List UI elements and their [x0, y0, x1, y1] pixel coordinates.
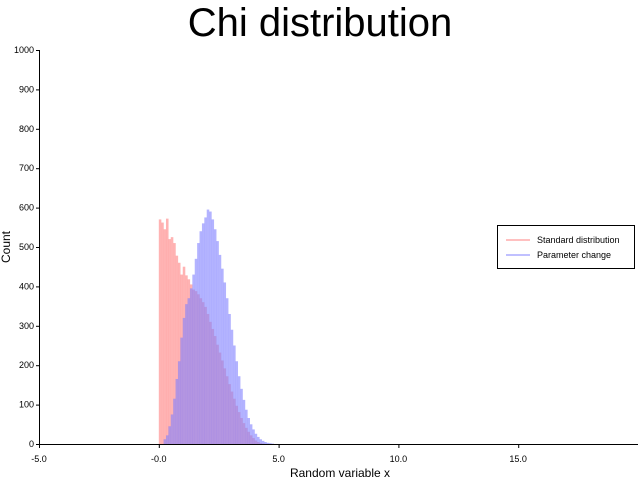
histogram-bar	[218, 254, 222, 444]
histogram-bar	[230, 329, 234, 444]
histogram-bar	[165, 435, 169, 444]
histogram-bar	[197, 243, 200, 444]
histogram-bar	[170, 414, 174, 444]
y-axis-title: Count	[0, 230, 13, 263]
histogram-bar	[182, 317, 186, 444]
histogram-bar	[168, 239, 171, 444]
histogram-bar	[158, 219, 162, 444]
y-tick-label: 900	[19, 84, 34, 94]
histogram-bar	[199, 231, 203, 444]
histogram-bar	[175, 378, 179, 444]
x-tick-label: 15.0	[509, 454, 527, 464]
legend: Standard distribution Parameter change	[497, 225, 635, 269]
histogram-bar	[211, 219, 215, 444]
histogram-bar	[194, 258, 198, 444]
x-ticks: -5.0 -0.0 5.0 10.0 15.0	[31, 444, 527, 464]
y-tick-label: 800	[19, 124, 34, 134]
histogram-bar	[216, 241, 219, 444]
y-tick-label: 400	[19, 281, 34, 291]
histogram-bar	[175, 255, 179, 444]
histogram-bar	[173, 243, 176, 444]
histogram-bar	[228, 313, 231, 444]
x-axis-title: Random variable x	[290, 466, 390, 480]
y-tick-label: 200	[19, 360, 34, 370]
y-tick-label: 500	[19, 242, 34, 252]
histogram-bar	[177, 262, 181, 444]
histogram-bar	[163, 229, 167, 444]
histogram-bar	[233, 345, 236, 444]
y-tick-label: 1000	[14, 45, 34, 55]
histogram-bar	[259, 439, 262, 444]
histogram-bar	[264, 442, 267, 444]
x-tick-label: -5.0	[31, 454, 47, 464]
histogram-bar	[165, 218, 169, 444]
histogram-bar	[201, 223, 205, 444]
x-tick-label: -0.0	[151, 454, 167, 464]
histogram-bar	[204, 217, 207, 444]
histogram-bar	[242, 399, 246, 444]
y-ticks: 0 100 200 300 400 500 600 700 800 900 1000	[14, 45, 39, 449]
x-tick-label: 10.0	[390, 454, 408, 464]
histogram-bar	[163, 439, 167, 444]
histogram-bar	[170, 237, 174, 444]
y-tick-label: 600	[19, 203, 34, 213]
histogram-bar	[269, 443, 272, 444]
y-tick-label: 300	[19, 321, 34, 331]
histogram-bar	[189, 288, 193, 444]
x-tick-label: 5.0	[272, 454, 285, 464]
histogram-bar	[266, 442, 270, 444]
histogram-bar	[245, 409, 248, 444]
histogram-bar	[209, 211, 212, 444]
histogram-bar	[257, 436, 260, 444]
histogram-bar	[225, 298, 229, 444]
histogram-bar	[177, 361, 181, 444]
legend-label-parameter: Parameter change	[537, 250, 611, 260]
legend-box	[497, 225, 635, 269]
histogram-bar	[254, 433, 258, 444]
histogram-bar	[206, 209, 210, 444]
histogram-bar	[173, 398, 176, 444]
y-tick-label: 0	[29, 439, 34, 449]
histogram-bar	[223, 282, 227, 444]
histogram-bar	[185, 304, 188, 444]
bars-layer	[158, 209, 274, 444]
histogram-bar	[261, 440, 265, 444]
y-tick-label: 100	[19, 400, 34, 410]
histogram-bar	[237, 376, 241, 444]
histogram-bar	[221, 268, 224, 444]
histogram-bar	[180, 337, 183, 444]
histogram-bar	[235, 361, 239, 444]
y-tick-label: 700	[19, 163, 34, 173]
histogram-bar	[192, 274, 195, 444]
histogram-bar	[249, 424, 253, 444]
histogram-bar	[247, 418, 250, 444]
histogram-bar	[213, 229, 217, 444]
histogram-bar	[168, 426, 171, 444]
legend-label-standard: Standard distribution	[537, 235, 620, 245]
histogram-bar	[252, 429, 255, 444]
histogram-bar	[240, 388, 243, 444]
chart-title: Chi distribution	[187, 1, 453, 45]
histogram-bar	[187, 298, 191, 444]
histogram-bar	[161, 222, 164, 444]
